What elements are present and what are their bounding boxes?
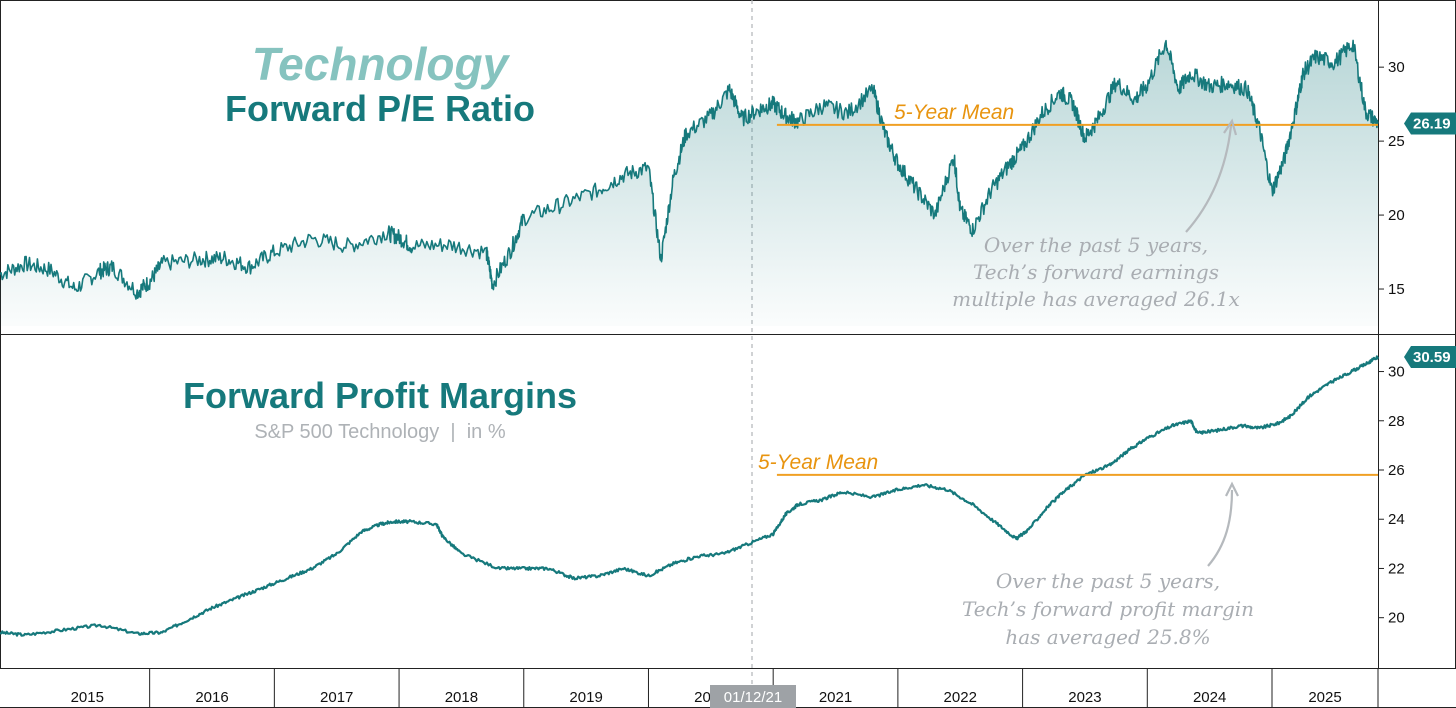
pm-title: Forward Profit Margins [183,375,577,416]
pm-last-value-badge: 30.59 [1404,346,1456,369]
x-axis: 2015201620172018201920202021202220232024… [0,668,1456,708]
pe-ratio-panel: 5-Year Mean 15 20 25 30 Technology Forward … [0,38,1456,327]
pe-y-tick-label: 25 [1388,133,1405,150]
x-axis-year-label: 2018 [445,689,478,706]
pm-y-tick-label: 26 [1388,462,1405,479]
cursor-date-text: 01/12/21 [724,689,782,706]
pm-y-tick-label: 24 [1388,511,1405,528]
profit-margin-line [0,355,1380,637]
pe-ratio-area-fill [0,40,1378,327]
pe-title: Technology [252,38,511,90]
pe-annotation-line-3: multiple has averaged 26.1x [952,287,1240,311]
pe-y-tick-label: 30 [1388,59,1405,76]
pe-last-value-text: 26.19 [1413,116,1451,133]
pe-mean-label: 5-Year Mean [894,101,1014,124]
cursor-date-badge [710,685,796,708]
pm-last-value-text: 30.59 [1413,349,1451,366]
pe-annotation-arrowhead [1223,118,1238,136]
x-axis-year-label: 2024 [1193,689,1226,706]
pe-ratio-line [0,39,1379,300]
pm-last-value-badge-shape [1404,346,1456,369]
pm-annotation-line-3: has averaged 25.8% [1005,625,1210,649]
pm-mean-label: 5-Year Mean [758,451,878,474]
profit-margin-panel: 5-Year Mean 20 22 24 26 28 30 Forward Profit … [0,346,1456,649]
pm-subtitle: S&P 500 Technology | in % [254,421,506,443]
x-axis-year-label: 2023 [1068,689,1101,706]
pe-y-tick-label: 20 [1388,207,1405,224]
x-axis-year-label: 2015 [71,689,104,706]
pm-y-tick-label: 22 [1388,560,1405,577]
x-axis-year-label: 2019 [569,689,602,706]
pm-y-tick-label: 30 [1388,364,1405,381]
pe-annotation-line-2: Tech’s forward earnings [973,260,1219,284]
x-axis-year-label: 2021 [819,689,852,706]
pe-annotation-arrow [1185,125,1233,233]
pm-y-tick-label: 28 [1388,413,1405,430]
pe-last-value-badge: 26.19 [1404,112,1456,135]
pe-last-value-badge-shape [1404,112,1456,135]
x-axis-year-label: 2025 [1308,689,1341,706]
pe-annotation-line-1: Over the past 5 years, [984,233,1208,257]
pm-annotation-line-1: Over the past 5 years, [996,569,1220,593]
pe-subtitle: Forward P/E Ratio [225,88,535,129]
pm-annotation-line-2: Tech’s forward profit margin [962,597,1254,621]
pe-y-tick-label: 15 [1388,281,1405,298]
x-axis-year-label: 2016 [195,689,228,706]
x-axis-year-label: 2022 [944,689,977,706]
x-axis-year-label: 2017 [320,689,353,706]
pm-annotation-arrowhead [1225,481,1239,497]
pm-y-tick-label: 20 [1388,610,1405,627]
pm-annotation-arrow [1207,489,1234,567]
